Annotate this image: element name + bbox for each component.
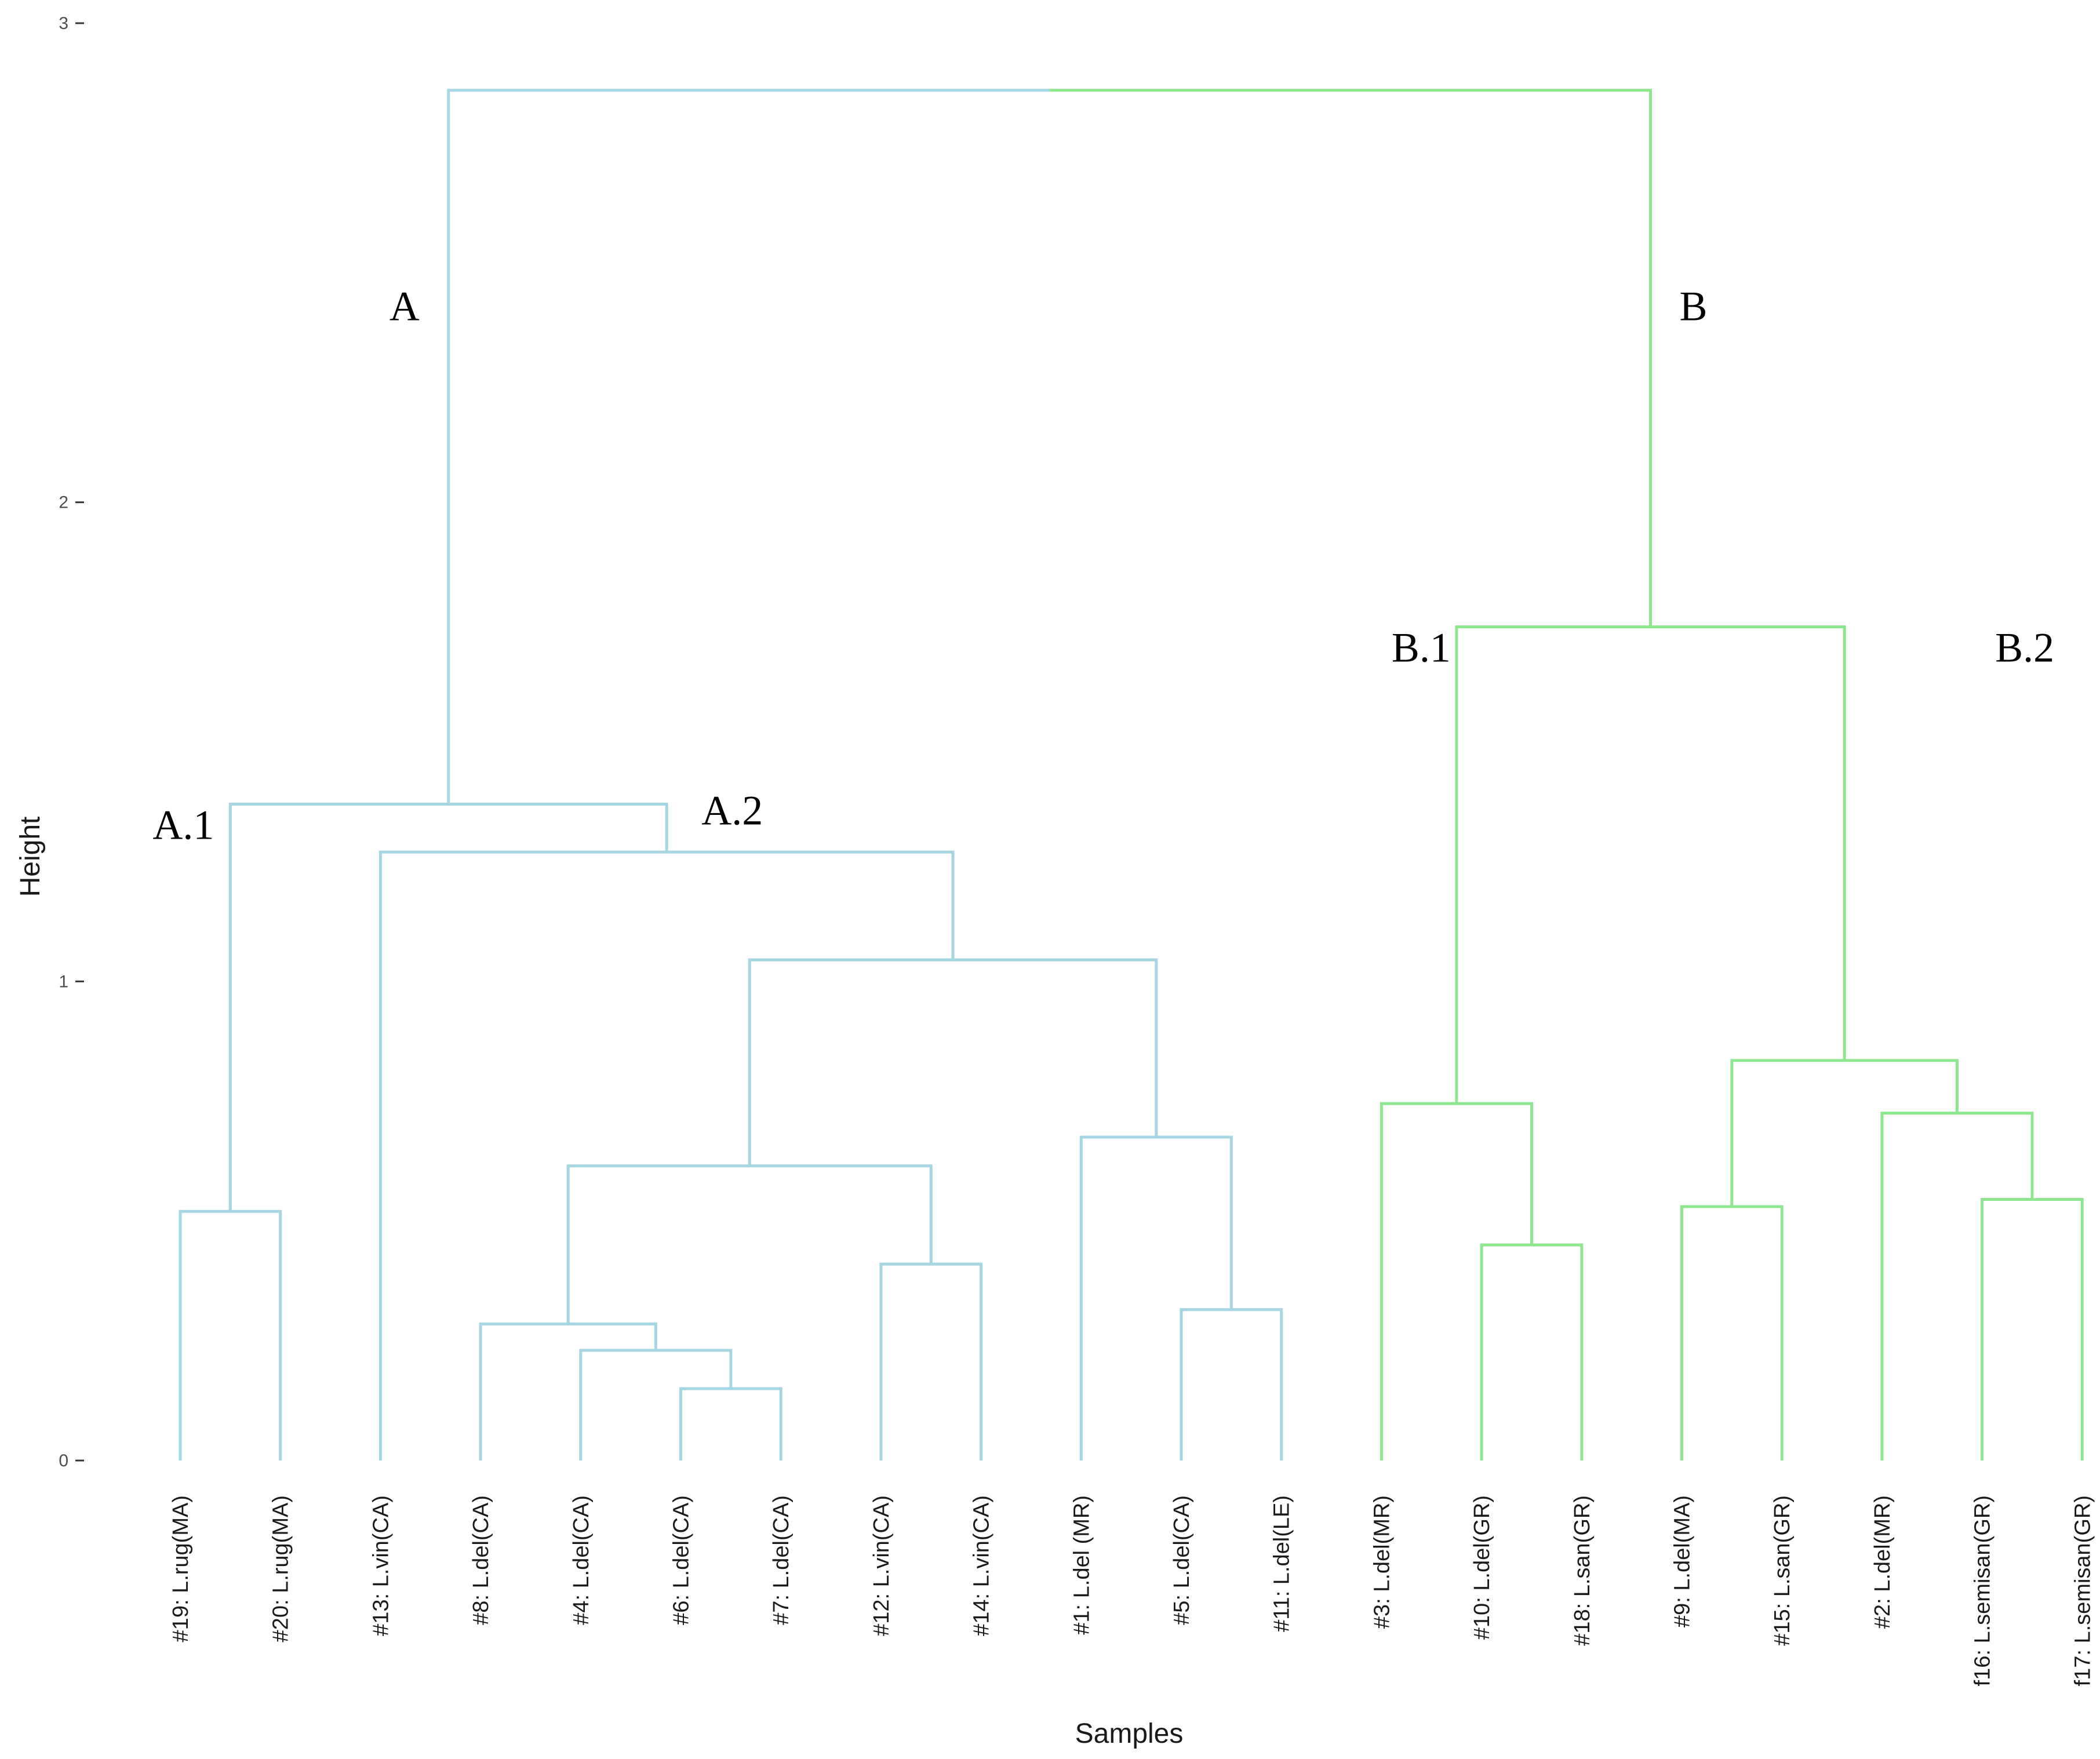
cluster-label: B [1680,283,1708,330]
branch-m1 [179,1210,282,1461]
cluster-annotations: A B A.1 A.2 B.1 B.2 [152,283,2054,848]
branch-m6 [566,1164,933,1324]
branch-m19-left [447,89,1050,804]
branch-m19-right [1049,89,1653,627]
leaf-label: #2: L.del(MR) [1870,1495,1895,1629]
leaf-label: #4: L.del(CA) [569,1495,594,1625]
leaf-label: #11: L.del(LE) [1270,1495,1294,1632]
leaf-label: #15: L.san(GR) [1770,1495,1795,1646]
branch-m15 [1981,1197,2084,1461]
branch-m17 [1730,1059,1959,1207]
leaf-label: #8: L.del(CA) [469,1495,493,1625]
leaf-label: #5: L.del(CA) [1170,1495,1194,1625]
leaf-labels: #19: L.rug(MA) #20: L.rug(MA) #13: L.vin(C… [169,1495,2095,1686]
y-axis: 0 1 2 3 [59,14,84,1470]
branch-m14 [1680,1205,1784,1461]
leaf-label: f17: L.semisan(GR) [2070,1495,2095,1686]
leaf-label: #19: L.rug(MA) [169,1495,193,1642]
y-tick-label: 2 [59,493,68,512]
branch-m9 [748,958,1158,1166]
leaf-label: f16: L.semisan(GR) [1971,1495,1995,1686]
branch-m11 [228,802,668,1212]
branch-m16 [1880,1112,2034,1461]
leaf-label: #13: L.vin(CA) [369,1495,393,1636]
branch-m8 [1079,1135,1233,1461]
leaf-label: #6: L.del(CA) [669,1495,694,1625]
cluster-label: B.1 [1392,625,1451,671]
branch-m13 [1380,1102,1533,1461]
branch-m18 [1455,625,1846,1104]
leaf-label: #7: L.del(CA) [769,1495,794,1625]
branch-m5 [879,1262,983,1461]
leaf-label: #14: L.vin(CA) [970,1495,994,1636]
cluster-label: B.2 [1995,625,2054,671]
leaf-label: #9: L.del(MA) [1670,1495,1695,1627]
cluster-label: A [390,283,420,330]
branch-m4 [479,1322,657,1461]
dendrogram-branches [179,89,2084,1461]
leaf-label: #18: L.san(GR) [1570,1495,1595,1646]
y-axis-title: Height [15,817,46,897]
y-tick-label: 1 [59,972,68,991]
y-tick-label: 3 [59,14,68,33]
branch-m7 [1180,1308,1283,1461]
leaf-label: #3: L.del(MR) [1370,1495,1394,1629]
cluster-label: A.1 [152,802,214,848]
leaf-label: #12: L.vin(CA) [869,1495,894,1636]
cluster-label: A.2 [701,787,763,833]
x-axis-title: Samples [1075,1718,1184,1749]
branch-m3 [579,1349,733,1461]
leaf-label: #1: L.del (MR) [1069,1495,1094,1635]
branch-m2 [679,1387,783,1461]
branch-m10 [378,850,955,1461]
y-tick-label: 0 [59,1451,68,1470]
leaf-label: #20: L.rug(MA) [269,1495,293,1642]
leaf-label: #10: L.del(GR) [1470,1495,1494,1640]
branch-m12 [1480,1243,1584,1461]
